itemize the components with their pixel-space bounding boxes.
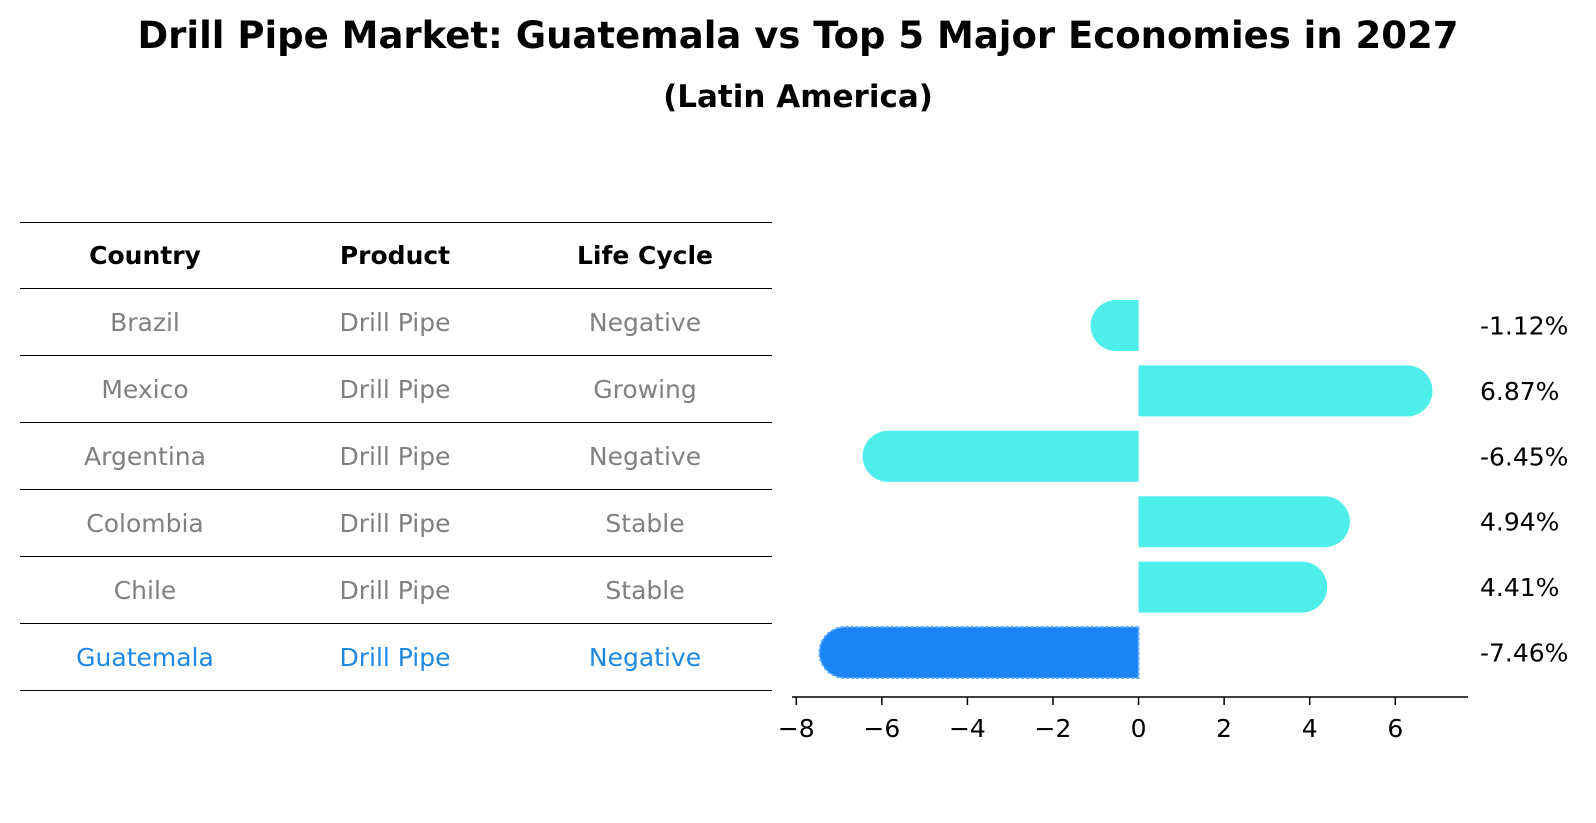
cell-product: Drill Pipe — [339, 508, 451, 538]
cell-product: Drill Pipe — [339, 307, 451, 337]
column-header-country: Country — [89, 241, 201, 270]
x-tick-label: −4 — [949, 714, 986, 743]
bar-argentina — [862, 430, 1139, 482]
bar-brazil — [1090, 300, 1139, 351]
table-row: Brazil Drill Pipe Negative — [20, 289, 772, 356]
x-tick-label: 2 — [1216, 714, 1232, 743]
table-header-row: Country Product Life Cycle — [20, 222, 772, 289]
value-label-argentina: -6.45% — [1480, 442, 1568, 471]
column-header-product: Product — [339, 241, 451, 270]
table-row: Colombia Drill Pipe Stable — [20, 490, 772, 557]
table-row: Argentina Drill Pipe Negative — [20, 423, 772, 490]
cell-country: Chile — [113, 575, 177, 605]
data-table: Country Product Life Cycle Brazil Drill … — [20, 222, 772, 691]
bar-guatemala — [818, 626, 1140, 679]
cell-life-cycle: Negative — [588, 642, 702, 672]
x-tick-label: 0 — [1131, 714, 1147, 743]
x-tick-label: −8 — [778, 714, 815, 743]
x-tick-label: 6 — [1387, 714, 1403, 743]
cell-product: Drill Pipe — [339, 441, 451, 471]
cell-country: Guatemala — [76, 642, 214, 672]
cell-life-cycle: Negative — [588, 307, 702, 337]
cell-country: Argentina — [84, 441, 206, 471]
cell-life-cycle: Stable — [605, 508, 685, 538]
chart-subtitle: (Latin America) — [663, 79, 933, 115]
table-row: Chile Drill Pipe Stable — [20, 557, 772, 624]
column-header-life-cycle: Life Cycle — [576, 241, 714, 270]
bar-colombia — [1138, 496, 1350, 548]
value-label-colombia: 4.94% — [1480, 508, 1559, 537]
cell-product: Drill Pipe — [339, 642, 451, 672]
bar-mexico — [1138, 365, 1433, 417]
cell-life-cycle: Negative — [588, 441, 702, 471]
chart-title: Drill Pipe Market: Guatemala vs Top 5 Ma… — [137, 14, 1459, 57]
cell-country: Mexico — [101, 374, 189, 404]
cell-country: Brazil — [110, 307, 180, 337]
table-row: Mexico Drill Pipe Growing — [20, 356, 772, 423]
cell-life-cycle: Growing — [593, 374, 697, 404]
cell-product: Drill Pipe — [339, 575, 451, 605]
cell-product: Drill Pipe — [339, 374, 451, 404]
cell-country: Colombia — [86, 508, 204, 538]
cell-life-cycle: Stable — [605, 575, 685, 605]
value-label-mexico: 6.87% — [1480, 377, 1559, 406]
bar-chile — [1138, 561, 1328, 613]
value-label-chile: 4.41% — [1480, 573, 1559, 602]
table-row-highlighted: Guatemala Drill Pipe Negative — [20, 624, 772, 691]
x-tick-label: 4 — [1302, 714, 1318, 743]
value-label-guatemala: -7.46% — [1480, 639, 1568, 668]
x-tick-label: −2 — [1035, 714, 1072, 743]
x-tick-label: −6 — [863, 714, 900, 743]
value-label-brazil: -1.12% — [1480, 312, 1568, 341]
